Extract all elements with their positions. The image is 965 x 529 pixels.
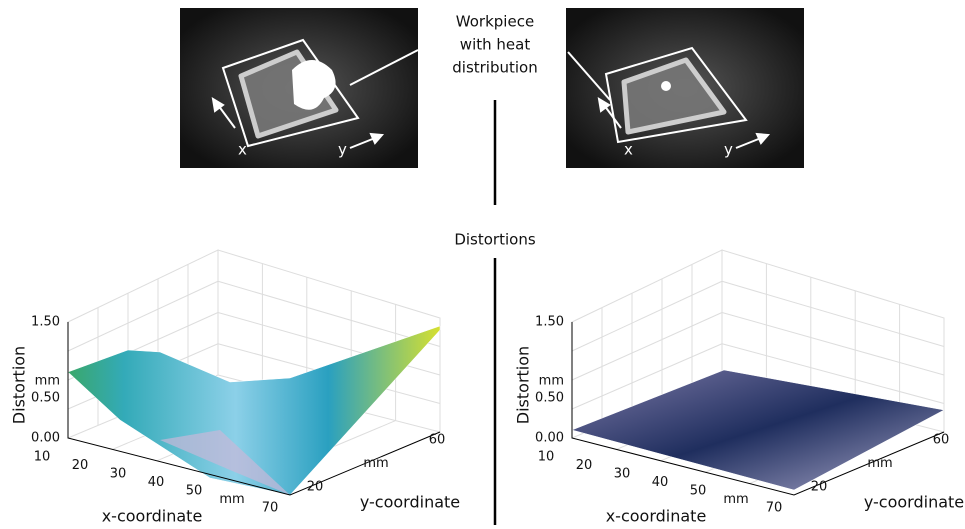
figure: Workpiece with heat distribution Distort… — [0, 0, 965, 529]
z-tick-label: 0.00 — [535, 431, 564, 446]
x-tick-label: 20 — [576, 458, 593, 473]
y-tick-label: mm — [363, 456, 388, 471]
hot-spot — [661, 81, 671, 91]
y-tick-label: mm — [867, 456, 892, 471]
z-tick-label: 0.00 — [31, 431, 60, 446]
grid-line — [572, 313, 722, 381]
y-axis-label: y-coordinate — [864, 493, 964, 512]
y-axis-label: y-coordinate — [360, 493, 460, 512]
x-tick-label: 40 — [652, 475, 669, 490]
x-axis-label: x-coordinate — [606, 507, 707, 526]
x-tick-label: 40 — [148, 475, 165, 490]
x-tick-label: 20 — [72, 458, 89, 473]
z-axis-label: Distortion — [514, 346, 533, 424]
x-tick-label: 30 — [110, 467, 127, 482]
z-tick-label: 1.50 — [31, 315, 60, 330]
x-tick-label: 10 — [538, 450, 555, 465]
y-tick-label: 20 — [811, 480, 828, 495]
axis-label: x — [624, 141, 633, 159]
y-tick-label: 20 — [307, 480, 324, 495]
x-axis-label: x-coordinate — [102, 507, 203, 526]
annotation: Workpiece — [456, 13, 534, 31]
grid-line — [722, 281, 944, 346]
grid-line — [572, 281, 722, 351]
x-tick-label: mm — [723, 492, 748, 507]
annotation: distribution — [452, 59, 537, 77]
x-tick-label: 50 — [186, 484, 203, 499]
axis-label: x — [238, 141, 247, 159]
x-tick-label: 70 — [262, 501, 279, 516]
annotation: with heat — [460, 36, 531, 54]
axis-label: y — [724, 141, 733, 159]
z-tick-label: 0.50 — [535, 391, 564, 406]
grid-line — [218, 281, 440, 346]
z-tick-label: mm — [35, 374, 60, 389]
axis-label: y — [338, 141, 347, 159]
grid-line — [68, 281, 218, 351]
y-tick-label: 60 — [933, 433, 950, 448]
x-tick-label: mm — [219, 492, 244, 507]
x-tick-label: 30 — [614, 467, 631, 482]
annotation: Distortions — [454, 231, 535, 249]
z-axis-label: Distortion — [10, 346, 29, 424]
z-tick-label: 0.50 — [31, 391, 60, 406]
x-tick-label: 10 — [34, 450, 51, 465]
grid-line — [722, 313, 944, 376]
z-tick-label: mm — [539, 374, 564, 389]
y-tick-label: 60 — [429, 433, 446, 448]
x-tick-label: 70 — [766, 501, 783, 516]
x-tick-label: 50 — [690, 484, 707, 499]
z-tick-label: 1.50 — [535, 315, 564, 330]
